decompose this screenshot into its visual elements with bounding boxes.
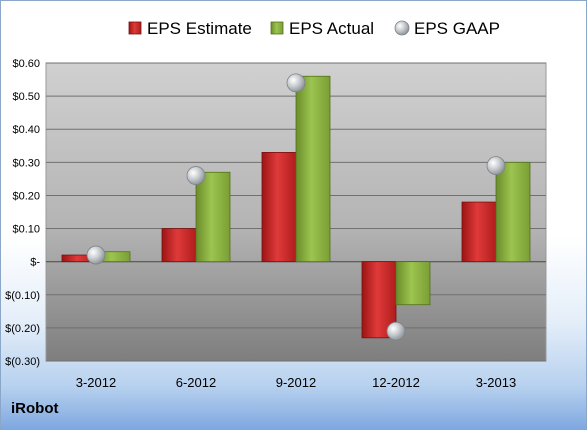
bar-eps-actual	[195, 171, 231, 263]
y-tick-label: $0.50	[12, 91, 40, 103]
x-tick-label: 3-2013	[476, 375, 516, 390]
point-eps-gaap	[186, 166, 206, 185]
legend-swatch	[394, 20, 410, 36]
point-eps-gaap	[286, 73, 306, 93]
bar-eps-estimate	[261, 151, 297, 263]
legend-swatch	[128, 21, 142, 35]
y-tick-label: $0.10	[12, 224, 40, 236]
bar-eps-actual	[295, 75, 331, 263]
x-tick-label: 9-2012	[276, 375, 316, 390]
legend: EPS Estimate EPS Actual EPS GAAP	[128, 19, 500, 38]
x-tick-label: 3-2012	[76, 375, 116, 390]
legend-label: EPS Actual	[289, 19, 374, 38]
y-tick-label: $-	[30, 257, 40, 269]
bar-eps-actual	[495, 161, 531, 263]
y-tick-label: $(0.20)	[5, 323, 40, 335]
y-tick-label: $0.60	[12, 58, 40, 70]
x-tick-label: 12-2012	[372, 375, 420, 390]
point-eps-gaap	[486, 156, 506, 176]
bar-eps-estimate	[161, 228, 197, 263]
plot-area: $0.60 $0.50 $0.40 $0.30 $0.20 $0.10 $- $(0.10) $…	[5, 58, 547, 390]
x-tick-label: 6-2012	[176, 375, 216, 390]
legend-label: EPS GAAP	[414, 19, 500, 38]
point-eps-gaap	[386, 321, 406, 341]
y-tick-label: $0.20	[12, 190, 40, 202]
bar-eps-estimate	[461, 201, 497, 263]
y-tick-label: $0.30	[12, 157, 40, 169]
y-tick-label: $(0.10)	[5, 290, 40, 302]
bar-eps-actual	[395, 261, 431, 306]
legend-swatch	[270, 21, 284, 35]
point-eps-gaap	[86, 245, 106, 265]
y-tick-label: $(0.30)	[5, 356, 40, 368]
legend-label: EPS Estimate	[147, 19, 252, 38]
company-name: iRobot	[11, 400, 59, 417]
y-tick-label: $0.40	[12, 124, 40, 136]
